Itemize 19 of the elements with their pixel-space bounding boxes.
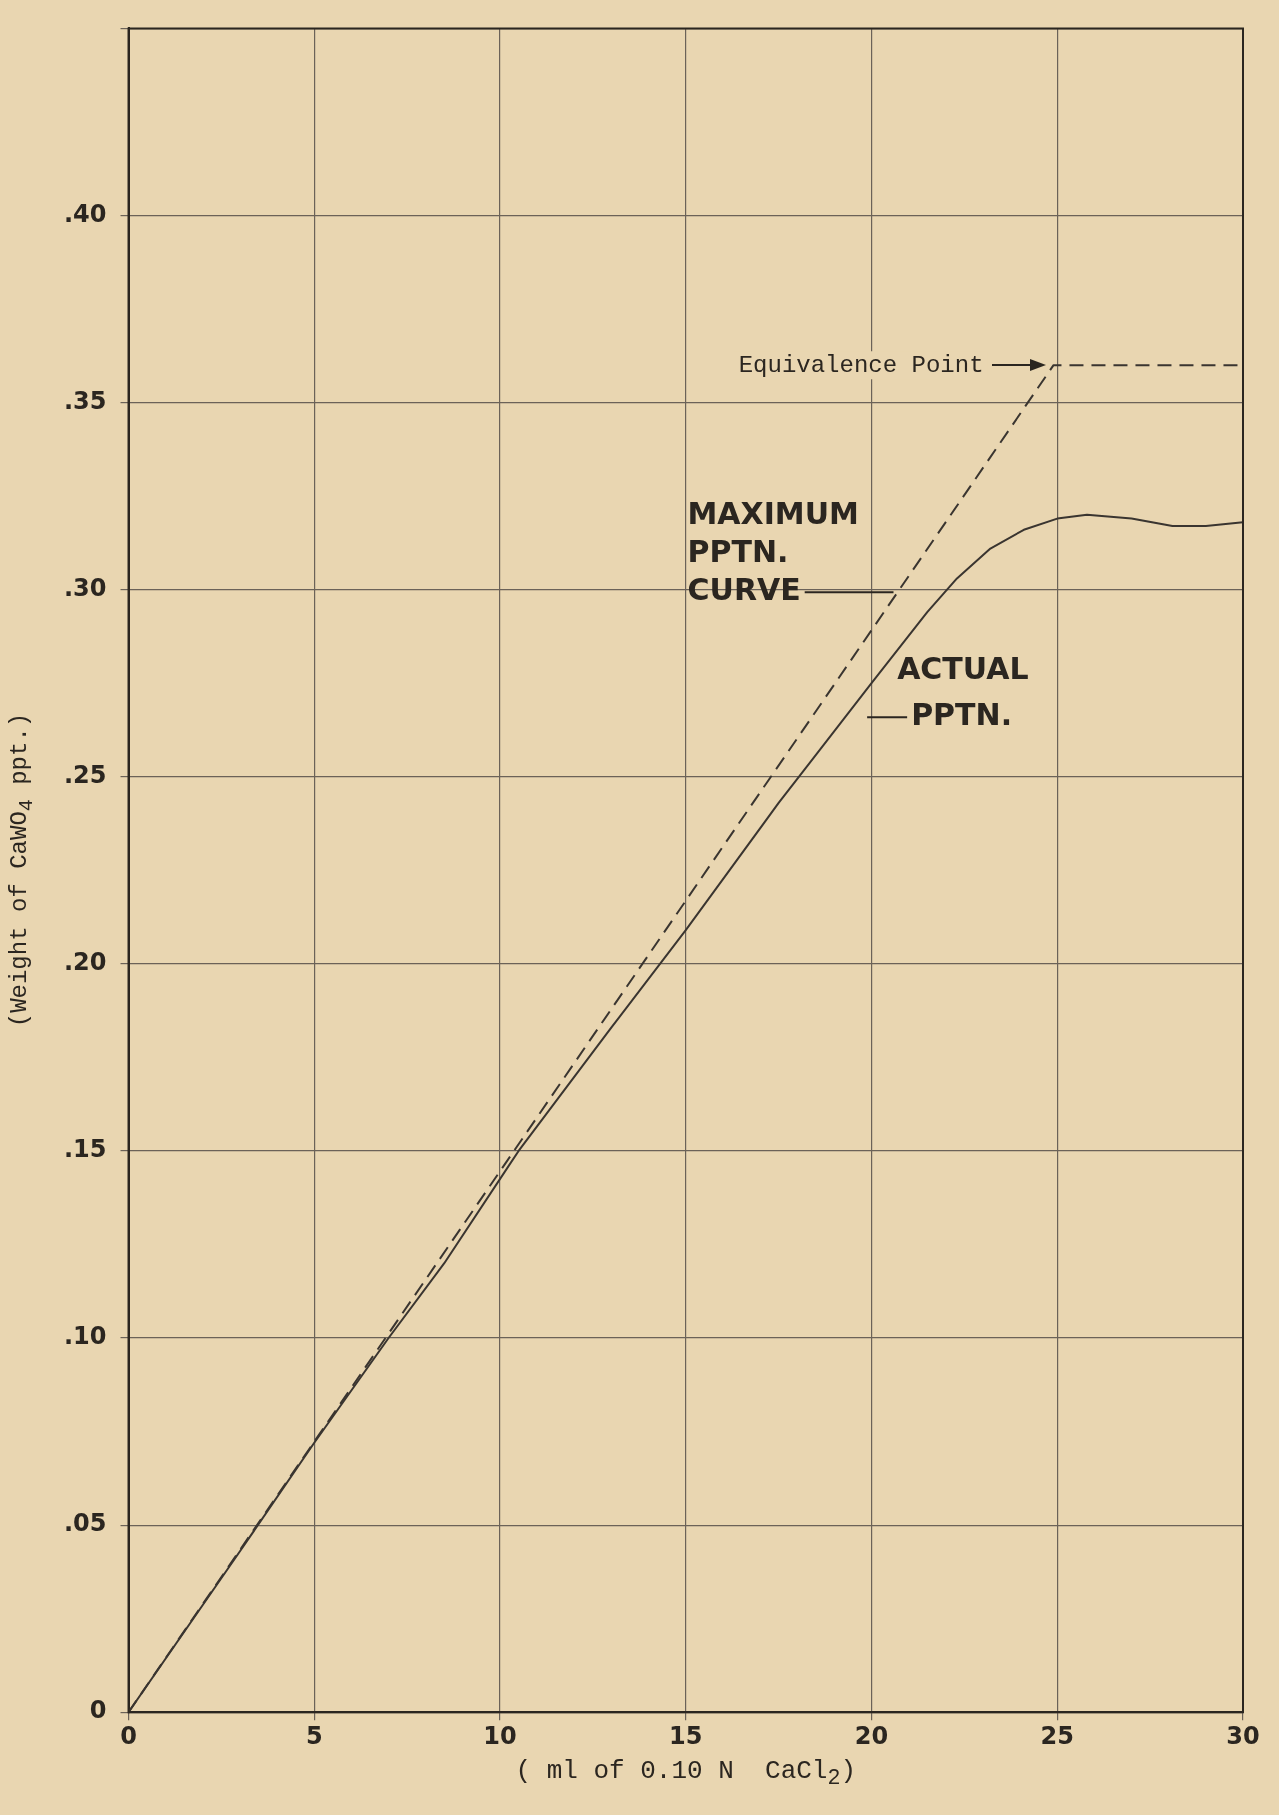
y-tick-label: .40 [64,199,107,228]
annotation: Equivalence Point [738,351,984,379]
x-tick-label: 30 [1226,1721,1260,1750]
y-tick-label: .25 [64,760,107,789]
x-tick-label: 10 [483,1721,517,1750]
x-tick-label: 20 [854,1721,889,1750]
y-tick-label: .10 [64,1322,107,1351]
x-tick-label: 15 [669,1721,703,1750]
y-tick-label: 0 [89,1696,107,1725]
x-axis-title: ( ml of 0.10 N CaCl$_{2}$) [514,1756,858,1792]
series-label: ACTUAL PPTN. [897,651,1029,733]
y-tick-label: .20 [64,948,107,977]
x-tick-label: 0 [120,1721,137,1750]
x-tick-label: 5 [305,1721,323,1750]
y-tick-label: .35 [64,386,107,415]
x-tick-label: 25 [1040,1721,1074,1750]
y-tick-label: .15 [64,1135,107,1164]
y-tick-label: .30 [64,573,107,602]
y-tick-label: .05 [64,1509,107,1538]
